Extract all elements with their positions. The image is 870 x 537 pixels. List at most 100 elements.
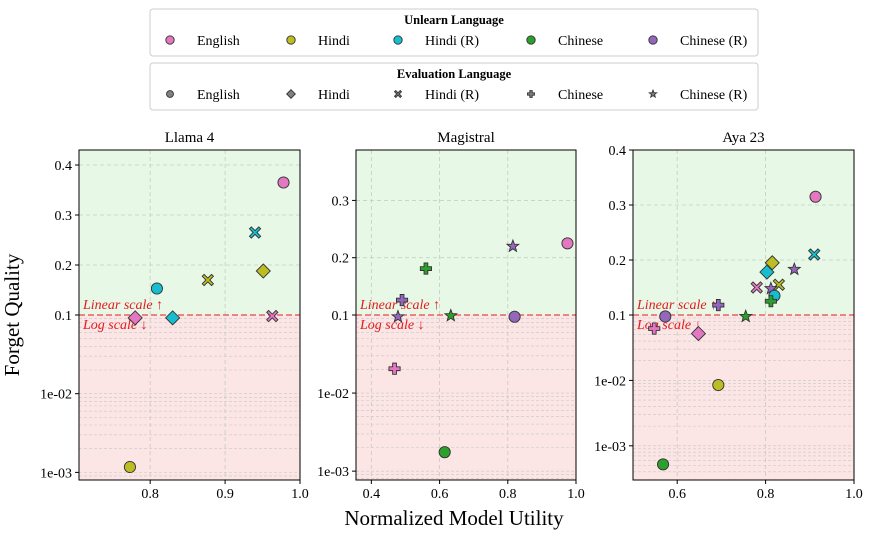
y-tick-label: 1e-03 — [317, 465, 349, 480]
panel-title: Magistral — [437, 130, 495, 146]
legend-eval-label: Hindi (R) — [425, 88, 479, 103]
data-point — [712, 378, 725, 392]
legend-eval-swatch — [166, 90, 174, 98]
data-point — [659, 310, 672, 323]
data-point — [508, 310, 521, 323]
legend-unlearn-swatch — [393, 35, 403, 45]
x-tick-label: 0.4 — [363, 487, 381, 502]
linear-region — [79, 150, 300, 315]
panel-magistral: Linear scale ↑ Log scale ↓ Magistral 0.4 0.6… — [317, 130, 585, 502]
linear-scale-note: Linear scale ↑ — [82, 298, 163, 313]
panel-llama4: Linear scale ↑ Log scale ↓ Llama 4 0.8 0.9 1.… — [40, 130, 309, 502]
y-tick-label: 1e-03 — [594, 440, 626, 455]
y-tick-label: 0.2 — [332, 252, 350, 267]
x-tick-label: 0.8 — [141, 487, 159, 502]
legend-unlearn-swatch — [526, 35, 536, 45]
data-point — [248, 226, 262, 239]
data-point — [787, 261, 802, 276]
legend-eval-entries: English Hindi Hindi (R) Chinese Chinese (R) — [166, 88, 748, 103]
y-tick-label: 0.3 — [55, 209, 73, 224]
data-point — [150, 282, 163, 295]
linear-scale-note: Linear scale ↑ — [636, 298, 717, 313]
y-tick-label: 0.3 — [609, 199, 627, 214]
legend-eval-swatch — [393, 89, 403, 99]
x-tick-label: 0.9 — [216, 487, 234, 502]
data-point — [809, 190, 822, 203]
log-scale-note: Log scale ↓ — [359, 318, 425, 333]
y-tick-label: 0.4 — [55, 159, 73, 174]
legend-unlearn-frame — [149, 8, 759, 57]
data-point — [648, 322, 661, 335]
data-point — [443, 308, 458, 322]
log-scale-note: Log scale ↓ — [82, 318, 148, 333]
x-tick-label: 0.6 — [431, 487, 449, 502]
data-point — [657, 458, 670, 471]
x-axis-label: Normalized Model Utility — [344, 506, 564, 530]
y-tick-label: 0.2 — [55, 259, 73, 274]
panel-title: Aya 23 — [722, 130, 764, 146]
legend-eval: Evaluation Language English Hindi Hindi (R… — [149, 62, 759, 111]
legend-eval-title: Evaluation Language — [397, 67, 512, 81]
data-point — [165, 310, 181, 326]
legend-eval-frame — [149, 62, 759, 111]
legend-eval-swatch — [648, 88, 658, 99]
legend-eval-label: Chinese (R) — [680, 88, 748, 103]
data-point — [764, 295, 777, 308]
y-tick-label: 1e-03 — [40, 466, 72, 481]
data-point — [561, 237, 574, 250]
data-point — [123, 460, 136, 474]
data-point — [764, 255, 780, 271]
legend-eval-swatch — [527, 90, 535, 98]
data-point — [419, 262, 432, 275]
data-point — [201, 273, 215, 287]
linear-region — [356, 150, 576, 315]
x-tick-label: 1.0 — [845, 487, 863, 502]
legend-unlearn-label: Chinese — [558, 34, 603, 49]
data-point — [750, 281, 763, 294]
y-axis-label: Forget Quality — [0, 253, 24, 376]
linear-scale-note: Linear scale ↑ — [359, 298, 440, 313]
legend-unlearn-label: Chinese (R) — [680, 34, 748, 49]
data-point — [255, 263, 271, 279]
legend-unlearn-entries: English Hindi Hindi (R) Chinese Chinese (R) — [165, 34, 748, 49]
y-tick-label: 0.2 — [609, 254, 627, 269]
data-point — [395, 294, 409, 307]
data-point — [277, 176, 290, 189]
legend-eval-label: Hindi — [318, 88, 350, 103]
y-tick-label: 1e-02 — [317, 387, 349, 402]
legend-unlearn-swatch — [286, 35, 296, 45]
legend-unlearn: Unlearn Language English Hindi Hindi (R) Ch… — [149, 8, 759, 57]
legend-unlearn-label: Hindi — [318, 34, 350, 49]
panel-aya23: Linear scale ↑Log scale ↓Aya 230.6 0.8 1.0… — [594, 130, 863, 502]
linear-region — [633, 150, 854, 315]
data-point — [807, 248, 821, 261]
data-point — [712, 299, 725, 312]
legend-unlearn-swatch — [165, 35, 175, 45]
data-point — [438, 446, 451, 459]
log-region — [356, 315, 576, 480]
legend-unlearn-label: Hindi (R) — [425, 34, 479, 49]
data-point — [127, 310, 143, 326]
legend-eval-label: Chinese — [558, 88, 603, 103]
data-point — [388, 362, 401, 375]
y-tick-label: 1e-02 — [40, 388, 72, 403]
legend-unlearn-title: Unlearn Language — [404, 13, 504, 27]
log-region — [633, 315, 854, 480]
y-tick-label: 0.1 — [55, 309, 73, 324]
data-point — [390, 309, 406, 323]
legend-eval-swatch — [286, 89, 296, 99]
x-tick-label: 0.6 — [668, 487, 686, 502]
data-point — [738, 308, 753, 323]
legend-unlearn-swatch — [648, 35, 658, 45]
x-tick-label: 1.0 — [567, 487, 585, 502]
legend-unlearn-label: English — [197, 34, 240, 49]
y-tick-label: 1e-02 — [594, 374, 626, 389]
data-point — [266, 309, 279, 323]
y-tick-label: 0.1 — [609, 309, 627, 324]
y-tick-label: 0.4 — [609, 144, 627, 159]
data-point — [759, 264, 775, 280]
y-tick-label: 0.3 — [332, 194, 350, 209]
x-tick-label: 0.8 — [757, 487, 775, 502]
